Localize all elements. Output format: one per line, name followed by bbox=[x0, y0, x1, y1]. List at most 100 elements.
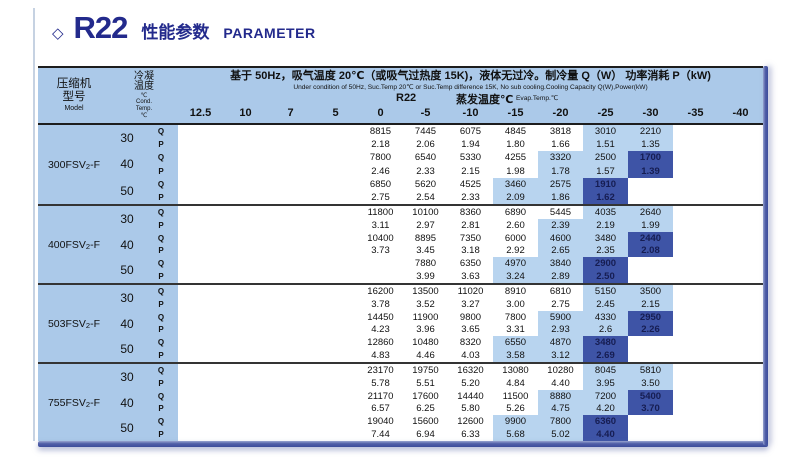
row-type-label-q: Q bbox=[157, 365, 165, 375]
cond-temp-value: 50 bbox=[120, 263, 134, 278]
value-cell: 2.60 bbox=[506, 219, 525, 231]
model-block: 503FSV 2 -F 30 40 50 Q P Q P Q P 16200 13500 11020 8910… bbox=[38, 283, 763, 362]
empty-cell bbox=[313, 323, 358, 336]
empty-cell bbox=[673, 257, 718, 270]
empty-cell bbox=[178, 125, 223, 138]
empty-cell bbox=[178, 178, 223, 191]
cond-temp-value: 40 bbox=[120, 316, 134, 331]
value-cell: 6850 bbox=[369, 178, 392, 190]
value-cell: 2.15 bbox=[628, 297, 673, 311]
empty-cell bbox=[673, 415, 718, 428]
empty-cell bbox=[268, 323, 313, 336]
value-cell: 5810 bbox=[628, 364, 673, 377]
power-row: 3.78 3.52 3.27 3.00 2.75 2.45 2.15 bbox=[178, 297, 763, 311]
cond-temp-value: 30 bbox=[120, 131, 134, 146]
value-cell: 16200 bbox=[367, 285, 394, 297]
refrigerant-title: R22 bbox=[73, 10, 129, 45]
cond-temp-value: 30 bbox=[120, 369, 134, 384]
value-cell: 1.78 bbox=[538, 164, 583, 178]
value-cell: 1.80 bbox=[506, 139, 525, 151]
value-cell: 4.83 bbox=[371, 350, 390, 362]
evap-temp-tick: -10 bbox=[462, 107, 479, 120]
value-cell: 2.35 bbox=[583, 244, 628, 258]
cond-temp-value: 50 bbox=[120, 342, 134, 357]
condition-text-en: Under condition of 50Hz, Suc.Temp 20℃ or… bbox=[293, 83, 648, 91]
row-type-label-q: Q bbox=[157, 338, 165, 348]
cond-temp-column: 30 40 50 bbox=[110, 364, 144, 441]
value-cell: 3500 bbox=[628, 285, 673, 298]
value-cell: 5.26 bbox=[506, 403, 525, 415]
value-cell: 5.20 bbox=[461, 377, 480, 389]
empty-cell bbox=[223, 244, 268, 257]
empty-cell bbox=[628, 428, 673, 441]
capacity-row: 7800 6540 5330 4255 3320 2500 1700 bbox=[178, 151, 763, 165]
empty-cell bbox=[673, 244, 718, 257]
value-cell: 6360 bbox=[583, 415, 628, 429]
model-name: 503FSV 2 -F bbox=[47, 317, 101, 331]
left-margin-rule bbox=[33, 8, 35, 441]
evap-temp-header: R22 蒸发温度℃ Evap.Temp.℃ bbox=[178, 92, 763, 106]
power-row: 2.18 2.06 1.94 1.80 1.66 1.51 1.35 bbox=[178, 138, 763, 152]
empty-cell bbox=[223, 125, 268, 138]
empty-cell bbox=[223, 298, 268, 311]
diamond-bullet-icon: ◇ bbox=[52, 25, 64, 42]
empty-cell bbox=[178, 336, 223, 349]
empty-cell bbox=[178, 138, 223, 151]
empty-cell bbox=[313, 244, 358, 257]
empty-cell bbox=[673, 270, 718, 283]
cond-header-unit: ℃ bbox=[140, 92, 148, 99]
value-cell: 19040 bbox=[367, 416, 394, 428]
title-chinese: 性能参数 bbox=[141, 23, 210, 42]
row-type-label-q: Q bbox=[157, 312, 165, 322]
empty-cell bbox=[718, 232, 763, 245]
empty-cell bbox=[673, 178, 718, 191]
empty-cell bbox=[718, 428, 763, 441]
value-cell: 3.27 bbox=[461, 298, 480, 310]
capacity-row: 6850 5620 4525 3460 2575 1910 bbox=[178, 177, 763, 191]
empty-cell bbox=[673, 323, 718, 336]
empty-cell bbox=[718, 125, 763, 138]
empty-cell bbox=[223, 336, 268, 349]
empty-cell bbox=[358, 257, 403, 270]
empty-cell bbox=[178, 428, 223, 441]
value-cell: 7800 bbox=[504, 311, 527, 323]
value-cell: 8895 bbox=[414, 232, 437, 244]
row-type-label-q: Q bbox=[157, 127, 165, 137]
empty-cell bbox=[673, 377, 718, 390]
row-type-label-p: P bbox=[158, 166, 164, 176]
empty-cell bbox=[673, 298, 718, 311]
empty-cell bbox=[178, 402, 223, 415]
power-row: 3.11 2.97 2.81 2.60 2.39 2.19 1.99 bbox=[178, 218, 763, 232]
value-cell: 2.45 bbox=[583, 297, 628, 311]
empty-cell bbox=[178, 298, 223, 311]
value-cell: 10100 bbox=[412, 206, 439, 218]
empty-cell bbox=[178, 191, 223, 204]
empty-cell bbox=[178, 244, 223, 257]
empty-cell bbox=[718, 377, 763, 390]
evap-temp-tick: -40 bbox=[732, 107, 749, 120]
row-type-label-p: P bbox=[158, 430, 164, 440]
power-row: 5.78 5.51 5.20 4.84 4.40 3.95 3.50 bbox=[178, 376, 763, 390]
value-cell: 4.03 bbox=[461, 350, 480, 362]
empty-cell bbox=[178, 151, 223, 164]
cond-temp-value: 50 bbox=[120, 421, 134, 436]
empty-cell bbox=[673, 165, 718, 178]
condition-header: 基于 50Hz，吸气温度 20℃（或吸气过热度 15K)，液体无过冷。制冷量 Q… bbox=[178, 68, 763, 123]
value-cell: 4525 bbox=[459, 178, 482, 190]
evap-temp-tick: -35 bbox=[687, 107, 704, 120]
capacity-row: 14450 11900 9800 7800 5900 4330 2950 bbox=[178, 310, 763, 324]
empty-cell bbox=[628, 415, 673, 428]
value-cell: 11500 bbox=[502, 390, 529, 402]
row-type-label-q: Q bbox=[157, 259, 165, 269]
value-cell: 13080 bbox=[502, 364, 529, 376]
value-cell: 6.33 bbox=[461, 429, 480, 441]
value-cell: 4.20 bbox=[583, 402, 628, 416]
value-cell: 5.68 bbox=[493, 428, 538, 441]
value-cell: 3.50 bbox=[628, 376, 673, 390]
empty-cell bbox=[223, 257, 268, 270]
power-row: 6.57 6.25 5.80 5.26 4.75 4.20 3.70 bbox=[178, 402, 763, 416]
model-panel: 755FSV 2 -F 30 40 50 Q P Q P Q P bbox=[38, 364, 178, 441]
empty-cell bbox=[313, 219, 358, 232]
